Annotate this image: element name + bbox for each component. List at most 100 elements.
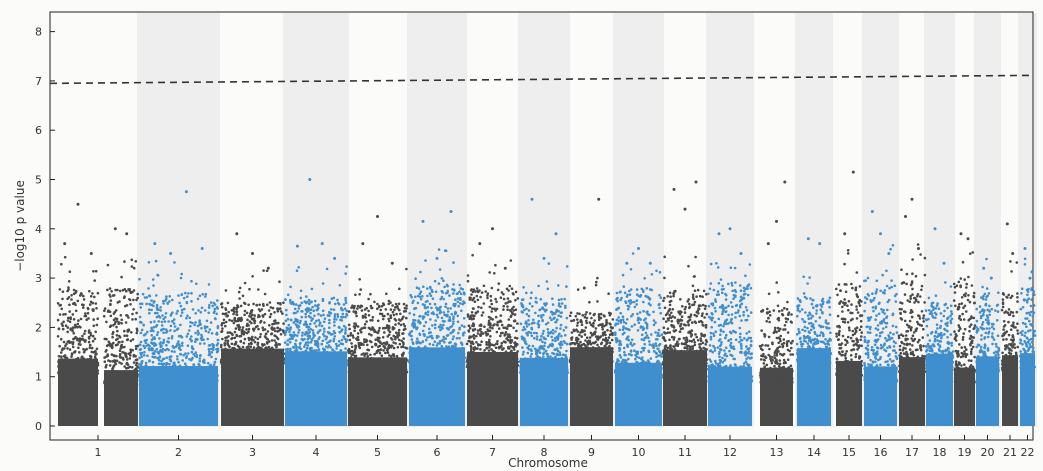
snp-point bbox=[139, 364, 143, 367]
snp-point bbox=[104, 383, 107, 386]
snp-point bbox=[67, 286, 70, 289]
snp-point bbox=[304, 315, 308, 319]
snp-point bbox=[402, 328, 406, 332]
snp-point bbox=[394, 323, 397, 326]
snp-point bbox=[167, 369, 171, 372]
snp-point bbox=[563, 297, 566, 301]
snp-point bbox=[315, 364, 319, 367]
snp-point bbox=[469, 357, 473, 361]
snp-point bbox=[187, 329, 191, 332]
snp-point bbox=[230, 357, 233, 360]
snp-point bbox=[296, 356, 299, 359]
snp-point bbox=[467, 330, 471, 333]
snp-point bbox=[138, 374, 141, 378]
snp-point bbox=[121, 383, 124, 387]
snp-point bbox=[88, 303, 92, 306]
snp-point bbox=[569, 311, 573, 315]
snp-point bbox=[500, 359, 503, 362]
snp-point bbox=[405, 358, 408, 361]
snp-point bbox=[224, 289, 228, 292]
snp-point bbox=[334, 352, 337, 356]
snp-point bbox=[486, 296, 489, 300]
snp-point bbox=[514, 290, 518, 294]
snp-point bbox=[164, 312, 168, 315]
snp-point bbox=[461, 355, 465, 358]
snp-point bbox=[521, 353, 525, 356]
snp-point bbox=[197, 309, 200, 312]
snp-point bbox=[348, 357, 351, 360]
snp-point bbox=[231, 361, 234, 365]
snp-point bbox=[162, 362, 166, 366]
snp-point bbox=[93, 367, 97, 371]
snp-point bbox=[147, 287, 150, 290]
snp-point bbox=[276, 361, 279, 365]
snp-point bbox=[171, 298, 174, 302]
snp-point bbox=[365, 339, 369, 343]
snp-point bbox=[147, 308, 151, 312]
snp-point bbox=[403, 324, 407, 328]
snp-point bbox=[150, 308, 153, 312]
snp-point bbox=[546, 352, 549, 356]
snp-point bbox=[146, 343, 150, 347]
snp-point bbox=[430, 312, 434, 315]
snp-point bbox=[221, 327, 224, 330]
snp-point bbox=[379, 308, 383, 312]
snp-point bbox=[170, 367, 174, 371]
snp-point bbox=[539, 338, 543, 341]
snp-point bbox=[140, 361, 143, 365]
snp-point bbox=[184, 364, 188, 368]
snp-point bbox=[451, 288, 454, 291]
snp-point bbox=[434, 360, 438, 364]
snp-point bbox=[589, 356, 593, 360]
snp-point bbox=[134, 381, 137, 384]
snp-point bbox=[294, 311, 297, 315]
snp-point bbox=[410, 350, 413, 353]
snp-point bbox=[395, 369, 399, 373]
snp-point bbox=[466, 279, 470, 283]
snp-point bbox=[117, 322, 120, 326]
snp-point bbox=[252, 338, 255, 342]
snp-point bbox=[370, 333, 373, 337]
snp-point bbox=[585, 336, 589, 340]
snp-point bbox=[129, 339, 133, 343]
snp-point bbox=[204, 377, 208, 380]
snp-point bbox=[257, 308, 261, 311]
snp-point bbox=[88, 363, 92, 366]
snp-point bbox=[222, 318, 226, 322]
snp-point bbox=[519, 371, 522, 374]
snp-point bbox=[456, 314, 460, 318]
snp-point bbox=[78, 351, 81, 354]
snp-point bbox=[231, 336, 234, 340]
snp-point bbox=[555, 352, 559, 356]
snp-point bbox=[222, 321, 226, 325]
snp-point bbox=[401, 360, 405, 364]
snp-point bbox=[125, 367, 128, 370]
snp-point bbox=[369, 364, 372, 367]
snp-point bbox=[72, 292, 76, 296]
snp-point bbox=[94, 349, 97, 353]
snp-point bbox=[515, 342, 519, 346]
snp-point bbox=[527, 309, 531, 312]
snp-point bbox=[86, 307, 90, 311]
snp-point bbox=[322, 320, 326, 324]
snp-point bbox=[157, 362, 161, 366]
snp-point bbox=[86, 311, 90, 315]
snp-point bbox=[86, 358, 89, 362]
snp-point bbox=[197, 362, 200, 366]
snp-point bbox=[159, 341, 162, 344]
snp-point bbox=[333, 350, 336, 353]
snp-point bbox=[253, 340, 257, 344]
snp-point bbox=[177, 346, 181, 350]
snp-point bbox=[195, 355, 199, 359]
snp-point bbox=[203, 375, 206, 378]
snp-point bbox=[243, 281, 247, 285]
snp-point bbox=[452, 315, 455, 319]
snp-point bbox=[509, 315, 513, 319]
snp-point bbox=[541, 332, 545, 335]
snp-point bbox=[224, 320, 228, 324]
snp-point bbox=[236, 351, 240, 355]
snp-point bbox=[470, 348, 473, 351]
snp-point bbox=[521, 304, 525, 308]
snp-point bbox=[563, 359, 567, 363]
snp-point bbox=[487, 349, 491, 352]
